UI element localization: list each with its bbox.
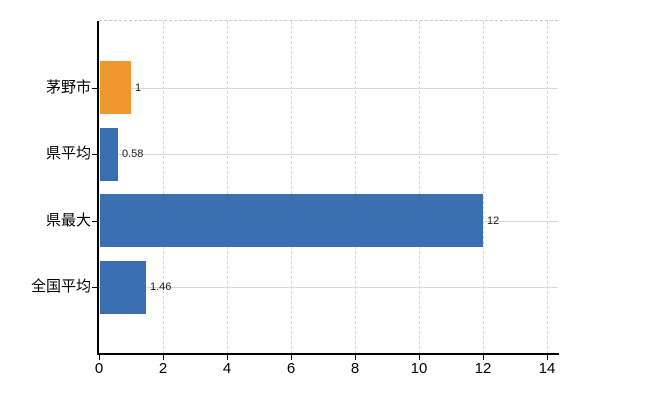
bar-value-label: 12 [487, 215, 500, 227]
x-tick [227, 355, 228, 360]
x-tick-label: 14 [538, 360, 556, 377]
vertical-gridline [355, 21, 356, 354]
x-tick [99, 355, 100, 360]
horizontal-gridline [99, 88, 558, 89]
x-tick [483, 355, 484, 360]
x-tick-label: 0 [94, 360, 104, 377]
vertical-gridline [483, 21, 484, 354]
vertical-gridline [419, 21, 420, 354]
x-tick [163, 355, 164, 360]
x-tick-label: 12 [474, 360, 492, 377]
horizontal-gridline [99, 287, 558, 288]
vertical-gridline [163, 21, 164, 354]
bar-value-label: 1 [135, 82, 142, 94]
vertical-gridline [227, 21, 228, 354]
category-label-県平均: 県平均 [45, 145, 91, 162]
x-tick-label: 2 [158, 360, 168, 377]
x-tick-label: 4 [222, 360, 232, 377]
x-tick-label: 10 [410, 360, 428, 377]
bar-県平均 [100, 128, 118, 181]
x-tick [419, 355, 420, 360]
y-tick [92, 287, 97, 288]
vertical-gridline [291, 21, 292, 354]
x-tick [291, 355, 292, 360]
bar-value-label: 1.46 [150, 281, 172, 293]
y-tick [92, 221, 97, 222]
bar-value-label: 0.58 [122, 148, 144, 160]
x-tick-label: 6 [286, 360, 296, 377]
plot-top-border [99, 20, 558, 21]
y-tick [92, 88, 97, 89]
bar-県最大 [100, 194, 483, 247]
x-tick-label: 8 [350, 360, 360, 377]
y-tick [92, 154, 97, 155]
category-label-全国平均: 全国平均 [30, 278, 91, 295]
vertical-gridline [547, 21, 548, 354]
horizontal-gridline [99, 154, 558, 155]
x-tick [547, 355, 548, 360]
category-label-茅野市: 茅野市 [45, 79, 91, 96]
category-label-県最大: 県最大 [45, 212, 91, 229]
x-axis-line [97, 353, 559, 355]
bar-全国平均 [100, 261, 146, 314]
y-axis-line [97, 21, 99, 355]
bar-茅野市 [100, 61, 131, 114]
x-tick [355, 355, 356, 360]
